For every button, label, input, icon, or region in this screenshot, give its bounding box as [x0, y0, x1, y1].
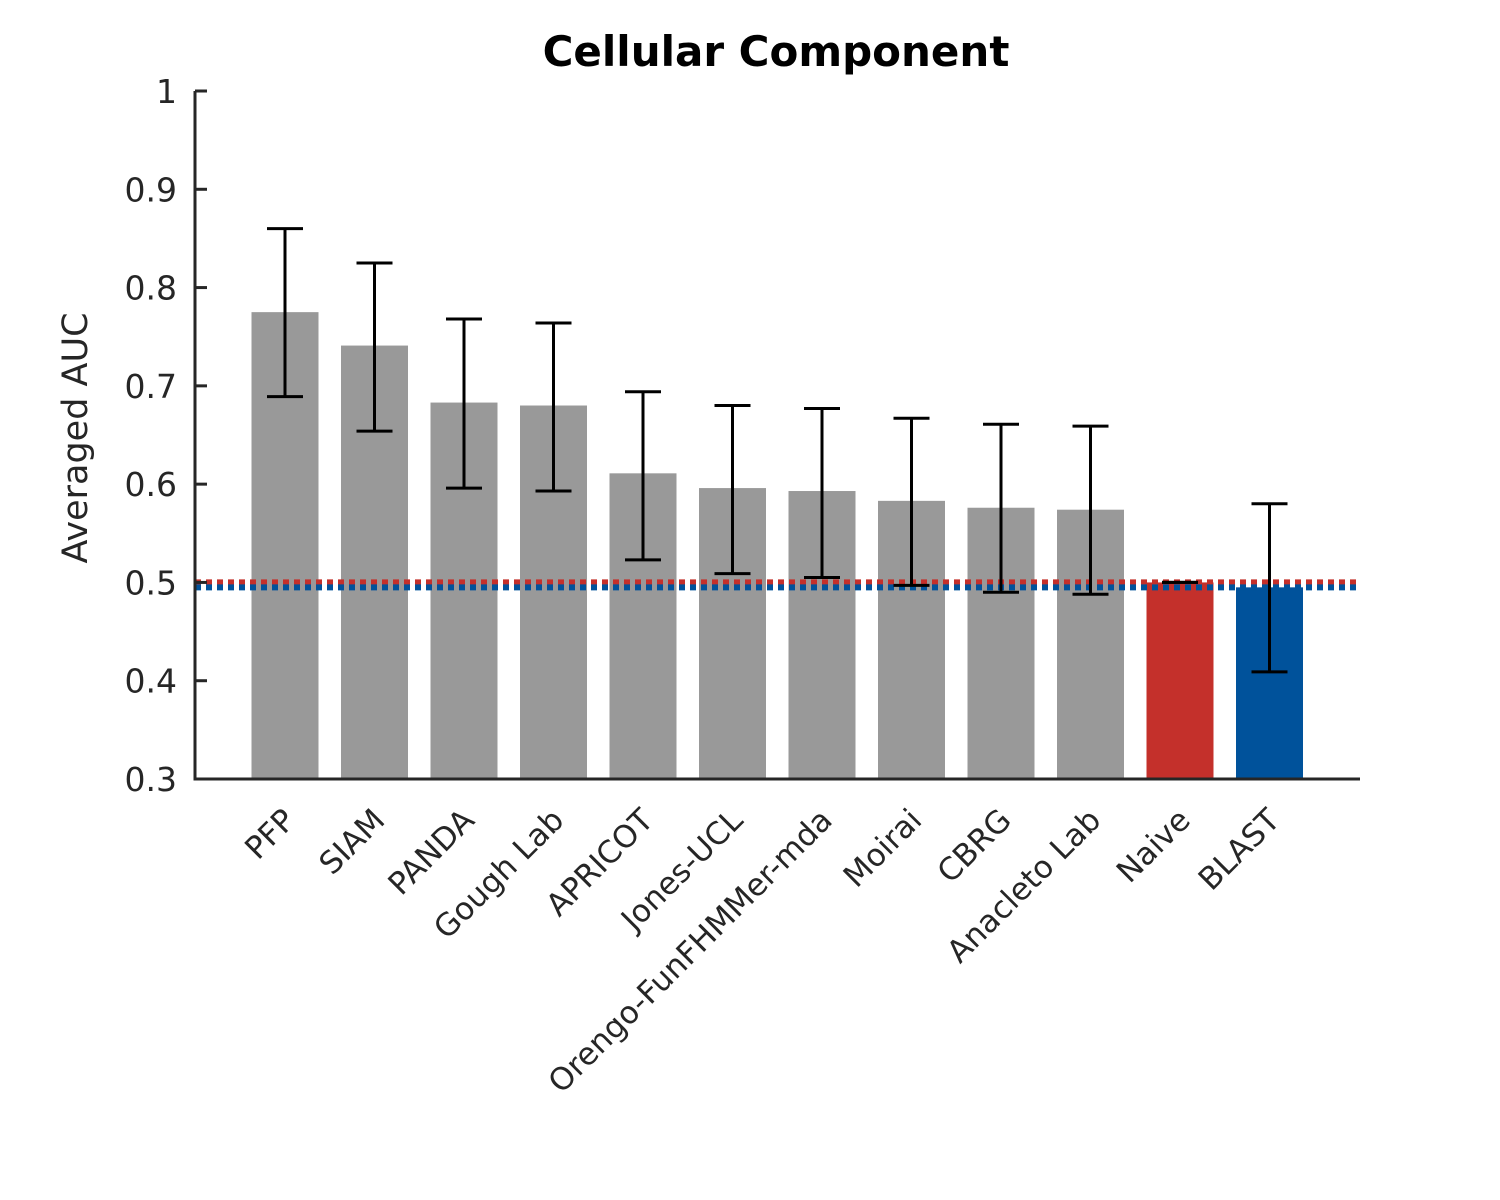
- y-tick-label-7: 1: [156, 72, 177, 111]
- error-bar-4: [625, 390, 661, 562]
- error-bar-9: [1072, 424, 1109, 596]
- bar-10: [1146, 582, 1214, 779]
- y-tick-label-5: 0.8: [125, 269, 177, 308]
- error-bar-5: [714, 404, 751, 576]
- y-axis-label: Averaged AUC: [56, 312, 96, 563]
- y-tick-label-2: 0.5: [125, 563, 177, 602]
- axes: [193, 91, 1360, 781]
- error-bar-3: [535, 321, 572, 493]
- bars-layer: [251, 312, 1303, 779]
- x-tick-label-7: Moirai: [837, 802, 929, 894]
- y-tick-label-1: 0.4: [125, 662, 177, 701]
- y-tick-label-6: 0.9: [125, 170, 177, 209]
- y-tick-label-0: 0.3: [125, 760, 177, 799]
- y-ticks: 0.3 0.4 0.5 0.6 0.7 0.8 0.9 1: [125, 72, 207, 799]
- y-tick-label-4: 0.7: [125, 367, 177, 406]
- error-bar-1: [356, 261, 393, 433]
- error-bar-0: [267, 227, 303, 399]
- chart-title: Cellular Component: [543, 27, 1010, 76]
- x-tick-label-9: Anacleto Lab: [940, 802, 1108, 970]
- error-bars: [267, 227, 1288, 674]
- x-tick-label-10: Naive: [1110, 802, 1198, 890]
- error-bar-6: [804, 406, 840, 580]
- x-tick-label-11: BLAST: [1192, 801, 1288, 897]
- error-bar-7: [893, 416, 930, 587]
- x-tick-label-0: PFP: [238, 802, 303, 867]
- error-bar-2: [446, 317, 482, 490]
- error-bar-8: [983, 422, 1019, 594]
- y-tick-label-3: 0.6: [125, 465, 177, 504]
- x-tick-label-1: SIAM: [312, 802, 392, 882]
- error-bar-11: [1251, 502, 1288, 674]
- x-tick-label-8: CBRG: [931, 802, 1019, 890]
